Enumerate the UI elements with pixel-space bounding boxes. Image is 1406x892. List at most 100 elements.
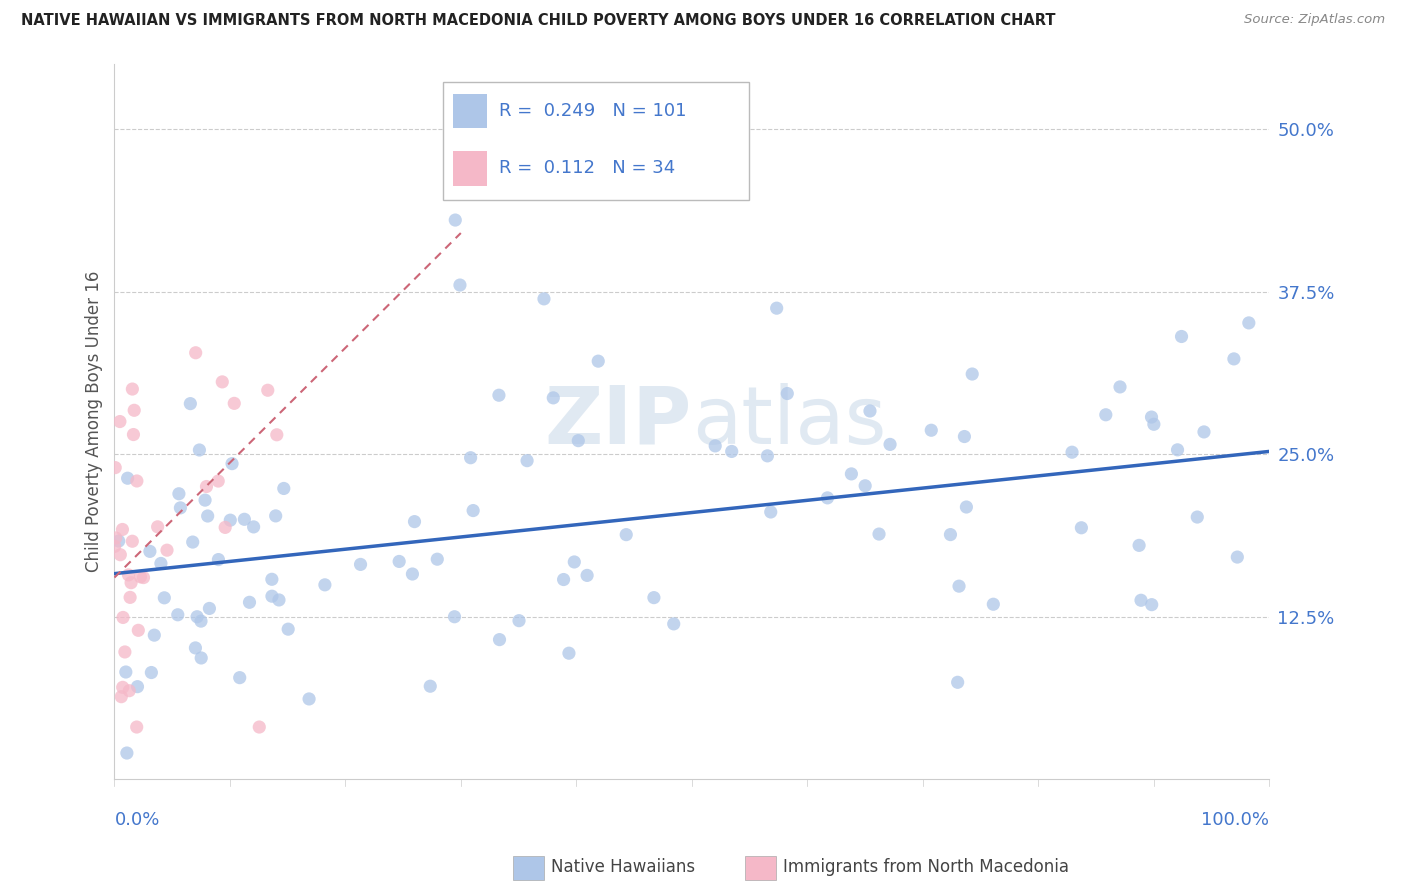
Point [260,572,283,586]
Point [981,597,1004,611]
Text: 0.0%: 0.0% [114,811,160,830]
Point [1109,380,1132,394]
Point [132,571,155,585]
Point [110,548,132,562]
Point [948,579,970,593]
Point [267,593,290,607]
Point [214,520,236,534]
Point [107,534,129,549]
Point [1094,408,1116,422]
Point [553,573,575,587]
Point [759,505,782,519]
Point [314,578,336,592]
Point [756,449,779,463]
Point [114,645,136,659]
Point [939,527,962,541]
Point [256,384,278,398]
Point [129,570,152,584]
FancyBboxPatch shape [453,94,488,128]
Point [224,396,246,410]
Point [111,523,134,537]
Point [194,493,217,508]
Point [127,624,149,638]
Point [516,453,538,467]
Point [404,515,426,529]
Point [122,427,145,442]
Point [127,680,149,694]
Point [104,460,127,475]
Point [197,508,219,523]
Point [955,500,977,514]
Point [1070,521,1092,535]
Point [1128,538,1150,552]
Text: ZIP: ZIP [544,383,692,460]
Point [198,601,221,615]
Point [426,552,449,566]
Point [186,609,208,624]
Point [349,558,371,572]
Point [449,278,471,293]
Point [1130,593,1153,607]
Point [166,607,188,622]
Point [221,457,243,471]
Point [488,388,510,402]
Point [111,610,134,624]
Point [266,427,288,442]
Point [1237,316,1260,330]
Point [233,512,256,526]
Point [817,491,839,505]
Point [149,557,172,571]
Point [179,397,201,411]
Point [181,535,204,549]
Point [120,591,142,605]
Point [868,527,890,541]
Point [121,534,143,549]
Point [960,367,983,381]
Point [447,161,470,175]
Point [122,403,145,417]
Point [662,616,685,631]
Point [1140,598,1163,612]
Point [207,474,229,488]
Point [184,640,207,655]
Point [184,345,207,359]
Point [720,444,742,458]
Point [1060,445,1083,459]
Point [219,513,242,527]
Point [188,442,211,457]
Text: NATIVE HAWAIIAN VS IMMIGRANTS FROM NORTH MACEDONIA CHILD POVERTY AMONG BOYS UNDE: NATIVE HAWAIIAN VS IMMIGRANTS FROM NORTH… [21,13,1056,29]
Point [143,628,166,642]
Point [1192,425,1215,439]
Point [211,375,233,389]
Text: 100.0%: 100.0% [1201,811,1270,830]
Point [117,471,139,485]
Point [1140,410,1163,425]
Text: Immigrants from North Macedonia: Immigrants from North Macedonia [783,858,1069,876]
Point [207,552,229,566]
FancyBboxPatch shape [453,152,488,186]
Point [167,487,190,501]
Text: R =  0.249   N = 101: R = 0.249 N = 101 [499,102,686,120]
FancyBboxPatch shape [443,82,749,200]
Point [277,622,299,636]
Point [765,301,787,315]
Point [117,568,139,582]
Point [1143,417,1166,432]
Point [156,543,179,558]
Point [853,479,876,493]
Point [460,450,482,465]
Point [121,382,143,396]
Point [264,508,287,523]
Point [114,665,136,679]
Point [1226,550,1249,565]
Text: Source: ZipAtlas.com: Source: ZipAtlas.com [1244,13,1385,27]
Point [1167,442,1189,457]
Text: R =  0.112   N = 34: R = 0.112 N = 34 [499,159,675,177]
Point [704,439,727,453]
Point [586,354,609,368]
Point [443,609,465,624]
Point [1223,351,1246,366]
Point [879,437,901,451]
Point [419,679,441,693]
Point [125,474,148,488]
